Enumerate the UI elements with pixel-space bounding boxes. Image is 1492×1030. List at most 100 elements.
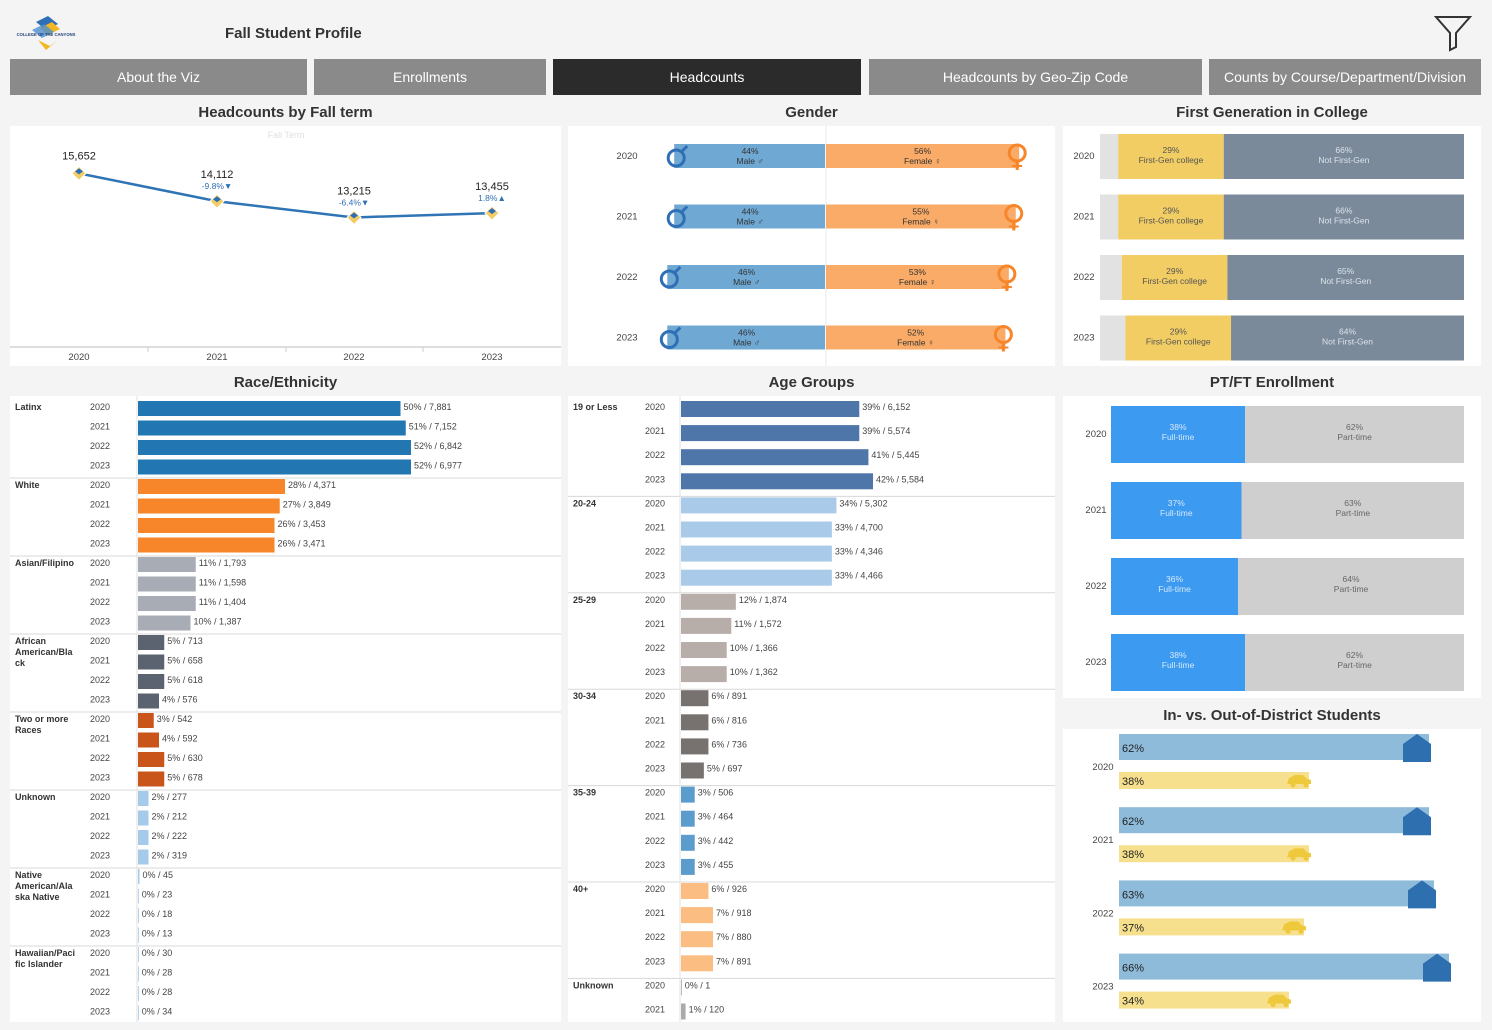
year-label: 2023	[645, 764, 665, 774]
bar-label: 2% / 222	[152, 831, 188, 841]
bar	[138, 771, 165, 787]
bar-label: 50% / 7,881	[404, 402, 452, 412]
year-label: 2023	[1092, 982, 1113, 993]
chart-watermark: Fall Term	[268, 130, 305, 140]
group-label: ska Native	[15, 892, 60, 902]
bar	[138, 908, 139, 923]
age-bar-chart[interactable]: 19 or Less 2020 39% / 6,152 2021 39% / 5,574…	[568, 396, 1055, 1022]
fulltime-percent: 38%	[1170, 650, 1187, 660]
year-label: 2022	[90, 675, 110, 685]
year-label: 2022	[616, 272, 637, 283]
bar	[681, 642, 727, 658]
bar-label: 39% / 6,152	[862, 402, 910, 412]
bar-label: 41% / 5,445	[871, 450, 919, 460]
year-label: 2020	[90, 558, 110, 568]
parttime-name: Part-time	[1334, 584, 1369, 594]
bar-label: 0% / 1	[685, 980, 711, 990]
out-district-label: 38%	[1122, 776, 1144, 788]
year-label: 2020	[1085, 429, 1106, 440]
firstgen-segment	[1223, 194, 1464, 240]
year-label: 2021	[645, 619, 665, 629]
year-label: 2023	[90, 773, 110, 783]
change-label: -9.8%▼	[202, 181, 233, 191]
bar	[138, 674, 165, 689]
year-label: 2020	[616, 151, 637, 162]
bar-label: 12% / 1,874	[739, 595, 787, 605]
bar	[681, 497, 837, 514]
bar-label: 11% / 1,598	[199, 578, 246, 588]
tab-counts-by-course[interactable]: Counts by Course/Department/Division	[1209, 59, 1481, 95]
district-bar-chart[interactable]: 2020 62% 38% 2021 62% 38% 2022 63% 37% 2023 66% 34%	[1063, 729, 1481, 1022]
tab-headcounts[interactable]: Headcounts	[553, 59, 861, 95]
year-label: 2023	[645, 571, 665, 581]
bar	[138, 498, 280, 514]
ptft-bar-chart[interactable]: 202038%Full-time62%Part-time202137%Full-…	[1063, 396, 1481, 698]
bar-label: 11% / 1,793	[199, 558, 246, 568]
year-label: 2021	[90, 968, 110, 978]
fulltime-percent: 36%	[1166, 574, 1183, 584]
firstgen-segment	[1118, 194, 1224, 240]
year-label: 2022	[1092, 908, 1113, 919]
car-icon	[1267, 994, 1291, 1004]
year-label: 2021	[645, 812, 665, 822]
bar-label: 5% / 658	[167, 656, 203, 666]
group-label: 40+	[573, 884, 588, 894]
bar-label: 33% / 4,700	[835, 523, 883, 533]
bar	[681, 521, 832, 538]
firstgen-segment	[1223, 134, 1464, 179]
year-label: 2022	[645, 836, 665, 846]
year-label: 2021	[90, 422, 110, 432]
year-label: 2020	[645, 884, 665, 894]
female-percent: 53%	[909, 267, 926, 277]
year-label: 2023	[90, 617, 110, 627]
bar	[681, 810, 695, 827]
bar	[138, 849, 149, 865]
year-label: 2023	[90, 929, 110, 939]
firstgen-segment	[1231, 315, 1464, 361]
segment-percent: 65%	[1337, 266, 1354, 276]
out-district-label: 34%	[1122, 996, 1144, 1008]
change-label: 1.8%▲	[478, 193, 506, 203]
bar-label: 33% / 4,466	[835, 571, 883, 581]
year-label: 2020	[645, 402, 665, 412]
year-label: 2022	[645, 643, 665, 653]
group-label: 20-24	[573, 498, 596, 508]
x-tick-label: 2023	[481, 352, 502, 363]
out-district-bar	[1119, 991, 1289, 1009]
year-label: 2021	[645, 1005, 665, 1015]
tab-about-the-viz[interactable]: About the Viz	[10, 59, 307, 95]
district-panel: 2020 62% 38% 2021 62% 38% 2022 63% 37% 2023 66% 34%	[1063, 729, 1481, 1022]
year-label: 2023	[645, 474, 665, 484]
bar	[138, 927, 139, 943]
bar	[681, 401, 860, 417]
bar-label: 7% / 880	[716, 932, 752, 942]
bar-label: 0% / 45	[143, 870, 174, 880]
year-label: 2021	[1092, 835, 1113, 846]
firstgen-segment	[1118, 134, 1224, 179]
year-label: 2023	[1073, 333, 1094, 344]
tab-headcounts-geo-zip[interactable]: Headcounts by Geo-Zip Code	[869, 59, 1202, 95]
bar	[138, 615, 191, 631]
filter-icon[interactable]	[1434, 14, 1472, 52]
year-label: 2020	[90, 402, 110, 412]
race-bar-chart[interactable]: Latinx 2020 50% / 7,881 2021 51% / 7,152 2022…	[10, 396, 561, 1022]
bar-label: 0% / 13	[142, 929, 173, 939]
bar-label: 3% / 455	[698, 860, 734, 870]
male-sublabel: Male ♂	[737, 217, 764, 227]
firstgen-segment	[1125, 315, 1232, 361]
year-label: 2021	[1073, 212, 1094, 223]
bar-label: 10% / 1,387	[194, 617, 242, 627]
college-logo[interactable]: COLLEGE OF THE CANYONS	[10, 16, 82, 50]
year-label: 2020	[90, 714, 110, 724]
gender-bar-chart[interactable]: 2020 44%Male ♂56%Female ♀2021 44%Male ♂55%…	[568, 126, 1055, 366]
bar	[138, 576, 196, 592]
house-icon	[1423, 953, 1451, 982]
year-label: 2020	[1092, 762, 1113, 773]
tab-enrollments[interactable]: Enrollments	[314, 59, 546, 95]
bar	[681, 473, 873, 490]
year-label: 2023	[645, 860, 665, 870]
headcount-line-chart[interactable]: Fall Term 15,652 2020 14,112-9.8%▼ 2021 13,21…	[10, 126, 561, 366]
group-label: Hawaiian/Paci	[15, 948, 75, 958]
race-panel: Latinx 2020 50% / 7,881 2021 51% / 7,152 2022…	[10, 396, 561, 1022]
